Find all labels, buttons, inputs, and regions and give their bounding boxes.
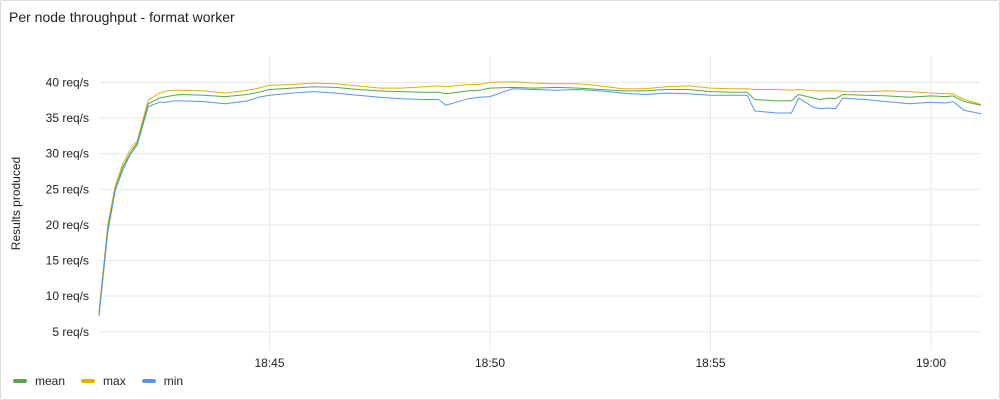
y-tick-label: 10 req/s (46, 289, 89, 303)
y-tick-label: 5 req/s (52, 325, 89, 339)
legend-label: min (163, 374, 184, 388)
legend-label: max (103, 374, 126, 388)
legend-item-mean[interactable]: mean (13, 374, 65, 388)
series-line-min (98, 88, 982, 317)
y-axis-label: Results produced (9, 157, 23, 250)
panel-title: Per node throughput - format worker (9, 9, 235, 25)
legend-swatch (141, 379, 156, 383)
legend-item-min[interactable]: min (141, 374, 184, 388)
legend-swatch (13, 379, 27, 383)
x-tick-label: 18:45 (255, 356, 285, 370)
y-tick-label: 20 req/s (46, 218, 89, 232)
x-tick-label: 18:50 (475, 356, 505, 370)
legend-item-max[interactable]: max (81, 374, 126, 388)
legend-label: mean (35, 374, 66, 388)
y-tick-label: 40 req/s (46, 75, 89, 89)
legend-swatch (81, 379, 96, 383)
y-tick-label: 25 req/s (46, 182, 89, 196)
series-line-mean (98, 86, 982, 314)
y-tick-label: 15 req/s (46, 254, 89, 268)
chart-legend: mean max min (13, 374, 183, 388)
series-line-max (98, 81, 982, 312)
y-tick-label: 35 req/s (46, 111, 89, 125)
x-tick-label: 19:00 (916, 356, 946, 370)
y-tick-label: 30 req/s (46, 147, 89, 161)
x-tick-label: 18:55 (696, 356, 726, 370)
